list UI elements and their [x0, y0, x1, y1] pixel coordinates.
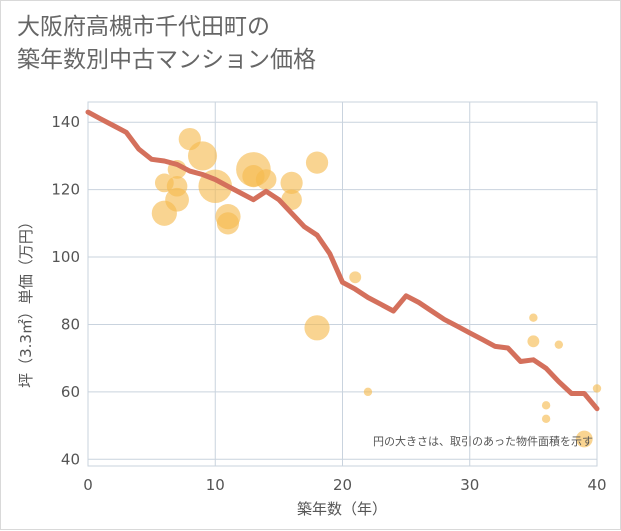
bubble-point [154, 173, 174, 193]
bubble-point [349, 271, 362, 284]
trend-line [85, 109, 600, 412]
y-tick-label: 120 [51, 181, 80, 199]
x-tick-label: 40 [587, 476, 606, 494]
bubble-point [305, 151, 329, 174]
bubble-point [255, 169, 277, 190]
y-tick-label: 60 [61, 383, 80, 401]
bubble-point [178, 127, 201, 151]
x-tick-label: 0 [83, 476, 93, 494]
bubble-point [529, 313, 538, 322]
grid [87, 101, 598, 467]
y-tick-label: 100 [51, 248, 80, 266]
chart-title-line2: 築年数別中古マンション価格 [17, 47, 316, 73]
bubble-point [280, 171, 303, 195]
bubble-point [554, 340, 564, 349]
chart-title-line1: 大阪府高槻市千代田町の [17, 14, 270, 40]
bubble-point [216, 212, 240, 235]
x-tick-label: 10 [206, 476, 225, 494]
bubble-point [304, 315, 330, 341]
x-axis-title: 築年数（年） [297, 500, 387, 518]
bubble-point [541, 414, 551, 424]
size-note: 円の大きさは、取引のあった物件面積を示す [373, 434, 593, 448]
x-tick-label: 30 [460, 476, 479, 494]
bubble-point [363, 387, 373, 397]
x-tick-label: 20 [333, 476, 352, 494]
axes: 0 10 20 30 40 40 60 80 100 120 140 [51, 113, 606, 494]
trend-layer [85, 109, 600, 412]
bubble-layer [151, 127, 602, 448]
chart-title: 大阪府高槻市千代田町の 築年数別中古マンション価格 [17, 11, 316, 77]
bubble-point [527, 335, 540, 348]
bubble-point [575, 430, 593, 448]
bubble-point [541, 401, 551, 410]
y-tick-label: 80 [61, 315, 80, 333]
y-tick-label: 140 [51, 113, 80, 131]
bubble-point [592, 384, 602, 393]
y-axis-title: 坪（3.3㎡）単価（万円） [17, 214, 35, 388]
y-tick-label: 40 [61, 450, 80, 468]
